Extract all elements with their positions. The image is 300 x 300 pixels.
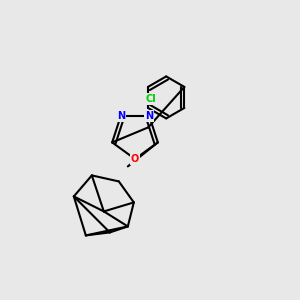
Text: N: N xyxy=(117,111,125,121)
Text: N: N xyxy=(145,111,153,121)
Text: Cl: Cl xyxy=(146,94,156,104)
Text: O: O xyxy=(131,154,139,164)
